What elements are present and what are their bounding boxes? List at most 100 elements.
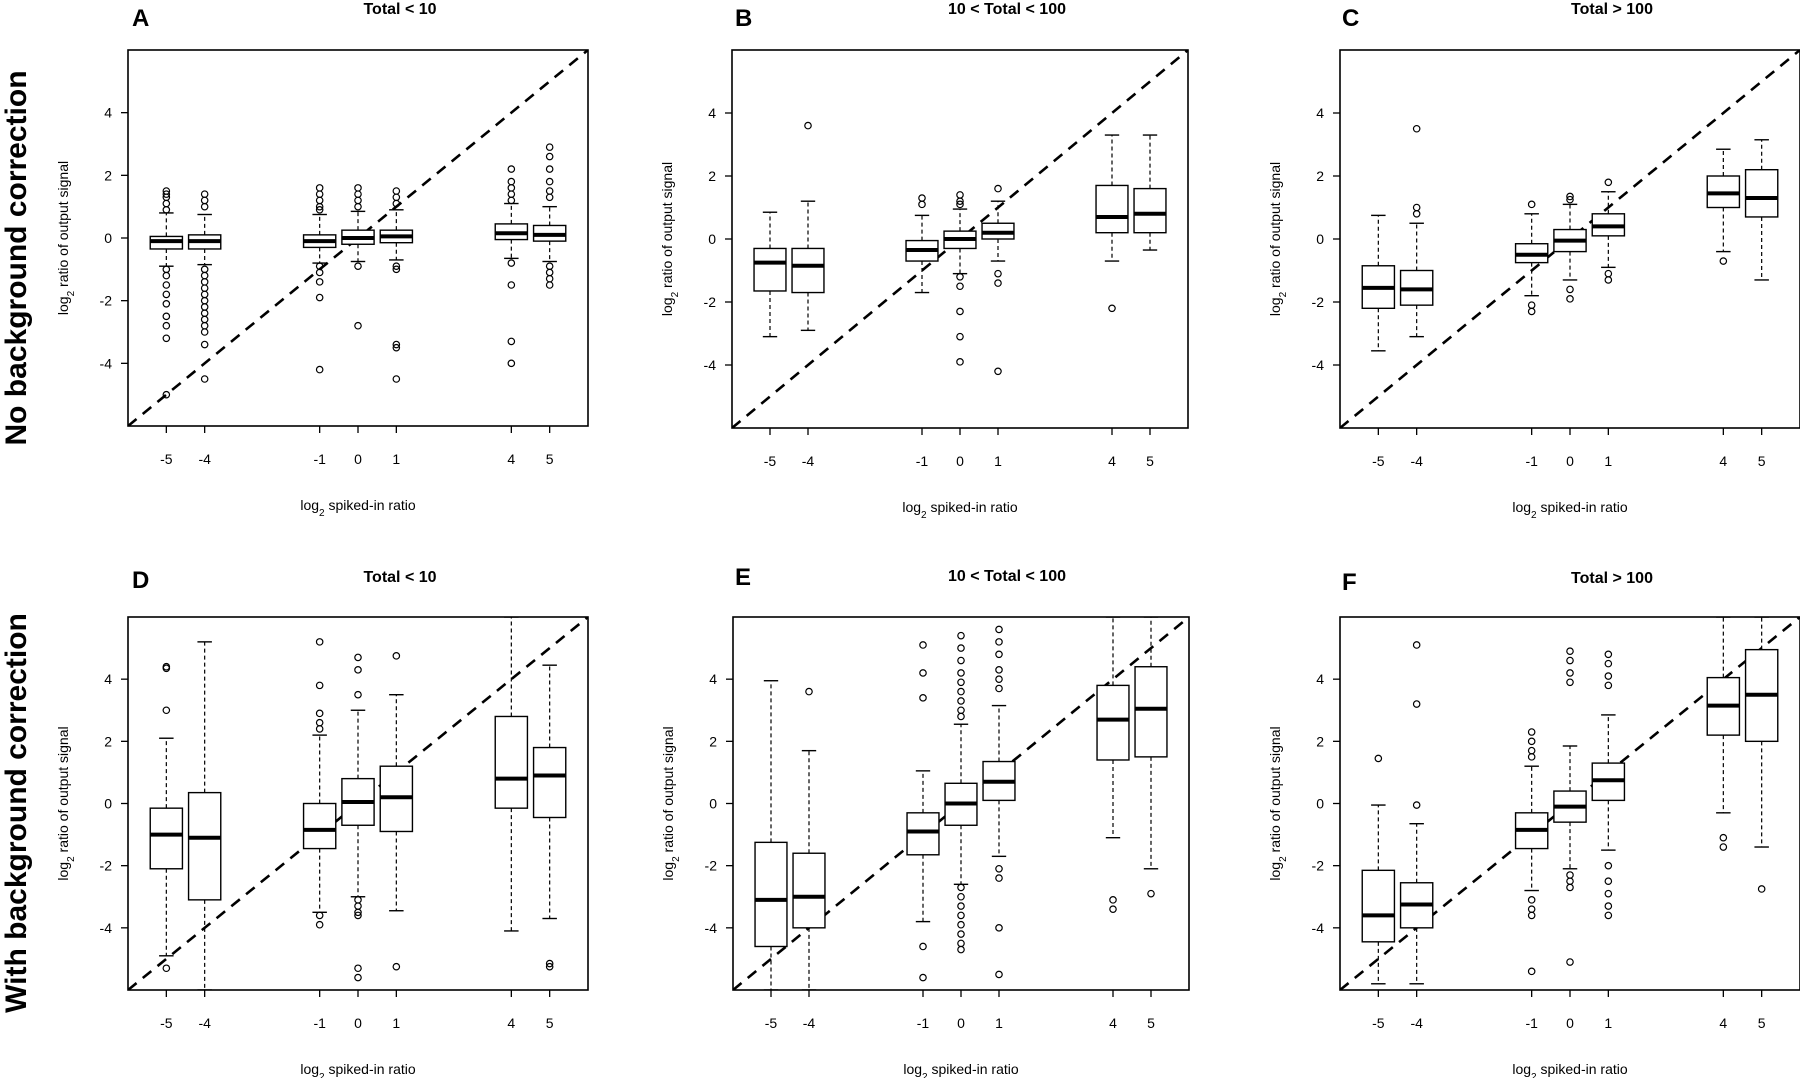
outlier-point xyxy=(162,334,171,343)
outlier-point xyxy=(392,193,401,202)
outlier-point xyxy=(392,187,401,195)
box-x1 xyxy=(379,652,414,971)
outlier-point xyxy=(354,964,362,973)
outlier-point xyxy=(1604,178,1613,187)
outlier-point xyxy=(956,282,964,291)
x-tick-label: 0 xyxy=(354,451,362,467)
outlier-point xyxy=(956,191,964,199)
outlier-point xyxy=(354,184,362,192)
outlier-point xyxy=(919,694,927,702)
outlier-point xyxy=(1604,650,1613,659)
outlier-point xyxy=(200,296,209,305)
x-tick-label: -4 xyxy=(1410,1015,1423,1031)
outlier-point xyxy=(1108,304,1116,313)
panel-letter: A xyxy=(132,5,149,32)
outlier-point xyxy=(545,143,554,151)
outlier-point xyxy=(162,190,171,198)
x-tick-label: -1 xyxy=(1525,1015,1538,1031)
outlier-point xyxy=(315,709,324,718)
box-iqr xyxy=(906,812,940,856)
x-tick-label: 5 xyxy=(1758,1015,1766,1031)
outlier-point xyxy=(545,274,554,283)
outlier-point xyxy=(995,650,1003,659)
outlier-point xyxy=(957,669,965,677)
box-iqr xyxy=(302,802,337,850)
outlier-point xyxy=(315,681,324,690)
box-x-5 xyxy=(1361,754,1396,985)
outlier-point xyxy=(392,262,401,271)
outlier-point xyxy=(200,309,209,318)
box-x-1 xyxy=(302,638,337,929)
outlier-point xyxy=(1109,896,1117,904)
outlier-point xyxy=(507,359,516,368)
outlier-point xyxy=(545,187,554,195)
outlier-point xyxy=(1604,911,1613,920)
panel-title: 10 < Total < 100 xyxy=(948,1,1066,18)
outlier-point xyxy=(315,190,324,198)
outlier-point xyxy=(1527,753,1536,761)
x-tick-label: -1 xyxy=(916,453,929,469)
outlier-point xyxy=(507,259,516,267)
outlier-point xyxy=(1374,754,1383,763)
outlier-point xyxy=(1109,905,1117,913)
outlier-point xyxy=(957,697,965,705)
x-tick-label: -1 xyxy=(917,1015,930,1031)
box-x-5 xyxy=(149,187,184,399)
outlier-point xyxy=(957,678,965,687)
y-axis-label: log2 ratio of output signal xyxy=(1267,162,1289,316)
outlier-point xyxy=(315,206,324,214)
x-tick-label: -5 xyxy=(1372,453,1385,469)
outlier-point xyxy=(392,199,401,208)
x-tick-label: 1 xyxy=(995,1015,1003,1031)
box-x-4 xyxy=(1399,124,1434,338)
panel-b: B 10 < Total < 100 -4 -2 0 2 4 -5 -4 -1 0 1 4 5 log2 s… xyxy=(659,1,1189,521)
outlier-point xyxy=(957,902,965,910)
x-tick-label: 0 xyxy=(1566,1015,1574,1031)
x-axis-label: log2 spiked-in ratio xyxy=(300,497,416,519)
reference-line xyxy=(1340,50,1800,428)
box-x-4 xyxy=(792,687,826,990)
box-iqr xyxy=(1134,666,1168,758)
outlier-point xyxy=(162,265,171,274)
y-tick-label: 2 xyxy=(104,733,112,749)
outlier-point xyxy=(1412,801,1421,809)
outlier-point xyxy=(354,973,362,982)
y-tick-label: 0 xyxy=(104,796,112,812)
box-x0 xyxy=(944,631,978,954)
outlier-point xyxy=(162,299,171,308)
outlier-point xyxy=(315,184,324,192)
box-x1 xyxy=(981,184,1015,376)
outlier-point xyxy=(354,190,362,198)
outlier-point xyxy=(957,911,965,920)
outlier-point xyxy=(995,675,1003,683)
outlier-point xyxy=(1527,905,1536,913)
outlier-point xyxy=(545,959,554,968)
data-layer xyxy=(733,617,1189,990)
outlier-point xyxy=(200,190,209,198)
outlier-point xyxy=(1527,737,1536,746)
x-axis-label: log2 spiked-in ratio xyxy=(1512,499,1628,521)
outlier-point xyxy=(507,196,516,205)
panel-c: C Total > 100 -4 -2 0 2 4 -5 -4 -1 0 1 4 5 log2 spiked… xyxy=(1267,1,1800,521)
x-tick-label: 5 xyxy=(1147,1015,1155,1031)
outlier-point xyxy=(1604,902,1613,910)
box-x0 xyxy=(1553,192,1587,303)
outlier-point xyxy=(1527,967,1536,976)
box-x-1 xyxy=(906,641,940,982)
outlier-point xyxy=(162,706,171,715)
outlier-point xyxy=(354,262,362,271)
box-x-1 xyxy=(302,184,337,374)
outlier-point xyxy=(507,281,516,289)
outlier-point xyxy=(956,272,964,281)
box-x-5 xyxy=(753,211,787,338)
x-tick-label: 1 xyxy=(392,1015,400,1031)
x-tick-label: -5 xyxy=(160,1015,173,1031)
outlier-point xyxy=(200,375,209,383)
outlier-point xyxy=(315,278,324,286)
outlier-point xyxy=(545,962,554,971)
outlier-point xyxy=(392,265,401,274)
box-x1 xyxy=(1591,650,1626,920)
x-tick-label: 4 xyxy=(1108,453,1116,469)
outlier-point xyxy=(957,687,965,696)
x-tick-label: -5 xyxy=(764,453,777,469)
